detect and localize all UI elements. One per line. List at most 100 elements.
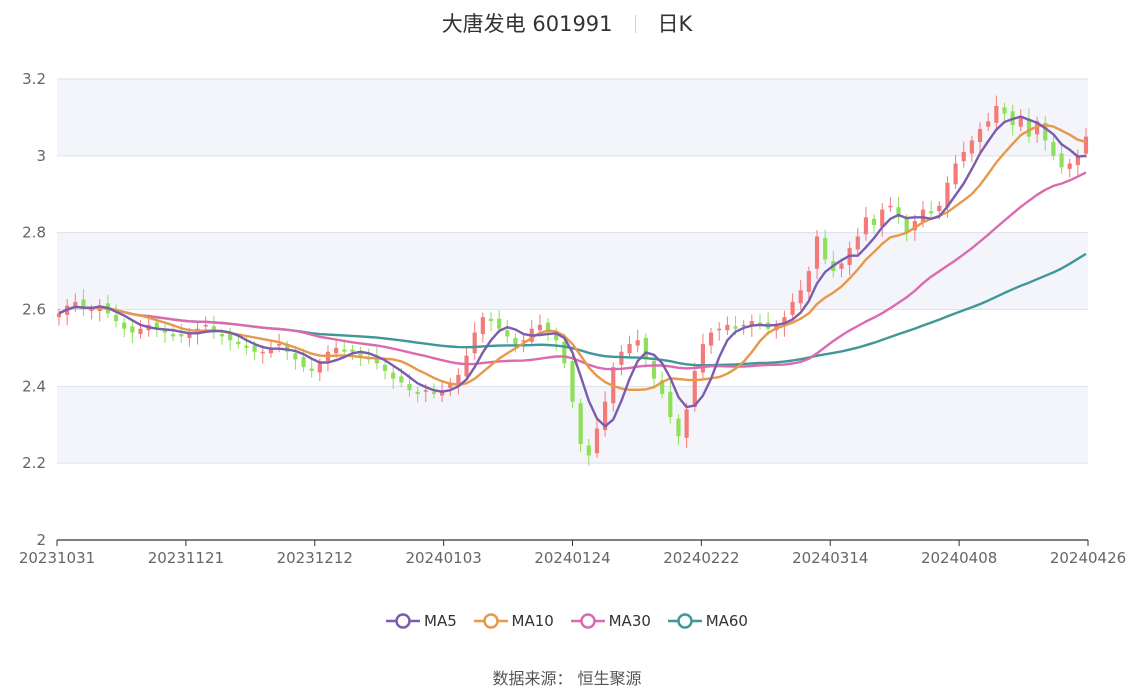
- candle-body: [855, 236, 860, 250]
- candle-body: [888, 205, 893, 208]
- candle-body: [586, 445, 591, 456]
- candle-body: [1043, 122, 1048, 141]
- y-tick-label: 2.8: [22, 224, 46, 242]
- candle-body: [733, 326, 738, 329]
- x-tick-label: 20231212: [277, 549, 353, 567]
- candle-body: [334, 347, 339, 354]
- x-tick-label: 20240426: [1050, 549, 1126, 567]
- candle-body: [1026, 118, 1032, 137]
- candle-body: [708, 332, 714, 346]
- candle-body: [904, 218, 909, 233]
- candle-body: [350, 349, 355, 352]
- candle-body: [823, 238, 828, 260]
- y-tick-label: 2.6: [22, 301, 46, 319]
- candle-body: [488, 318, 494, 322]
- candle-body: [945, 182, 950, 208]
- candle-body: [1075, 155, 1080, 166]
- candle-body: [692, 370, 697, 408]
- candle-body: [717, 328, 722, 331]
- candle-body: [741, 324, 746, 327]
- ma30-line: [58, 171, 1087, 371]
- legend-item-ma60[interactable]: MA60: [667, 612, 748, 630]
- candle-body: [179, 334, 184, 337]
- candle-body: [814, 236, 820, 269]
- candle-body: [1018, 117, 1023, 127]
- candle-body: [929, 211, 934, 214]
- plot-background: [57, 79, 1088, 464]
- candle-body: [969, 140, 974, 154]
- y-tick-label: 2: [36, 531, 46, 549]
- y-tick-label: 3: [36, 147, 46, 165]
- title-separator: [634, 15, 636, 33]
- legend-label-ma10: MA10: [511, 612, 554, 630]
- candle-body: [896, 207, 901, 218]
- candle-body: [700, 344, 706, 373]
- candle-body: [56, 313, 62, 318]
- legend: MA5 MA10 MA30 MA60: [0, 612, 1134, 630]
- x-tick-label: 20240222: [663, 549, 739, 567]
- candle-body: [986, 121, 991, 127]
- candle-body: [228, 334, 233, 341]
- legend-item-ma30[interactable]: MA30: [570, 612, 651, 630]
- x-tick-label: 20240314: [792, 549, 868, 567]
- legend-item-ma10[interactable]: MA10: [473, 612, 554, 630]
- candle-body: [912, 221, 917, 231]
- x-tick-label: 20240124: [534, 549, 610, 567]
- candle-body: [839, 263, 844, 269]
- candle-body: [244, 345, 249, 348]
- candle-body: [977, 128, 983, 143]
- candle-body: [1034, 121, 1040, 135]
- candle-body: [138, 328, 143, 335]
- candle-body: [89, 309, 94, 312]
- ma5-line: [58, 115, 1087, 428]
- candle-body: [1051, 142, 1056, 156]
- candle-body: [880, 209, 885, 227]
- candle-body: [953, 163, 958, 185]
- grid-lines: [57, 78, 1088, 464]
- candle-body: [358, 353, 363, 356]
- candle-body: [635, 340, 640, 346]
- moving-average-lines: [58, 115, 1087, 428]
- legend-label-ma5: MA5: [424, 612, 457, 630]
- y-tick-label: 3.2: [22, 70, 46, 88]
- candle-body: [684, 409, 689, 438]
- candle-body: [594, 428, 600, 454]
- candle-body: [554, 334, 559, 341]
- candle-body: [627, 344, 632, 354]
- candle-body: [342, 349, 347, 352]
- x-tick-label: 20231121: [148, 549, 224, 567]
- period-label: 日K: [657, 12, 693, 36]
- x-tick-label: 20240408: [921, 549, 997, 567]
- candle-body: [268, 347, 274, 354]
- candle-body: [187, 332, 192, 338]
- legend-label-ma60: MA60: [705, 612, 748, 630]
- candle-body: [391, 372, 396, 379]
- candle-body: [260, 351, 265, 354]
- candle-body: [782, 317, 787, 327]
- candle-body: [374, 357, 379, 364]
- candle-body: [73, 301, 78, 308]
- candle-body: [113, 314, 119, 322]
- candle-body: [676, 418, 681, 437]
- candle-body: [423, 390, 428, 392]
- candle-body: [1002, 107, 1007, 114]
- candle-body: [521, 340, 526, 342]
- candle-body: [171, 334, 176, 337]
- candle-body: [643, 337, 648, 360]
- candle-body: [122, 322, 127, 329]
- legend-item-ma5[interactable]: MA5: [386, 612, 457, 630]
- candle-body: [668, 391, 673, 418]
- data-source: 数据来源： 恒生聚源: [492, 669, 642, 688]
- candle-body: [464, 355, 469, 377]
- candle-body: [1083, 136, 1089, 154]
- candle-body: [537, 324, 542, 331]
- candle-body: [578, 403, 583, 444]
- candle-body: [448, 382, 453, 388]
- candle-body: [203, 324, 208, 327]
- candle-body: [276, 344, 282, 346]
- candle-body: [505, 330, 510, 337]
- y-tick-label: 2.2: [22, 454, 46, 472]
- candle-body: [415, 391, 420, 395]
